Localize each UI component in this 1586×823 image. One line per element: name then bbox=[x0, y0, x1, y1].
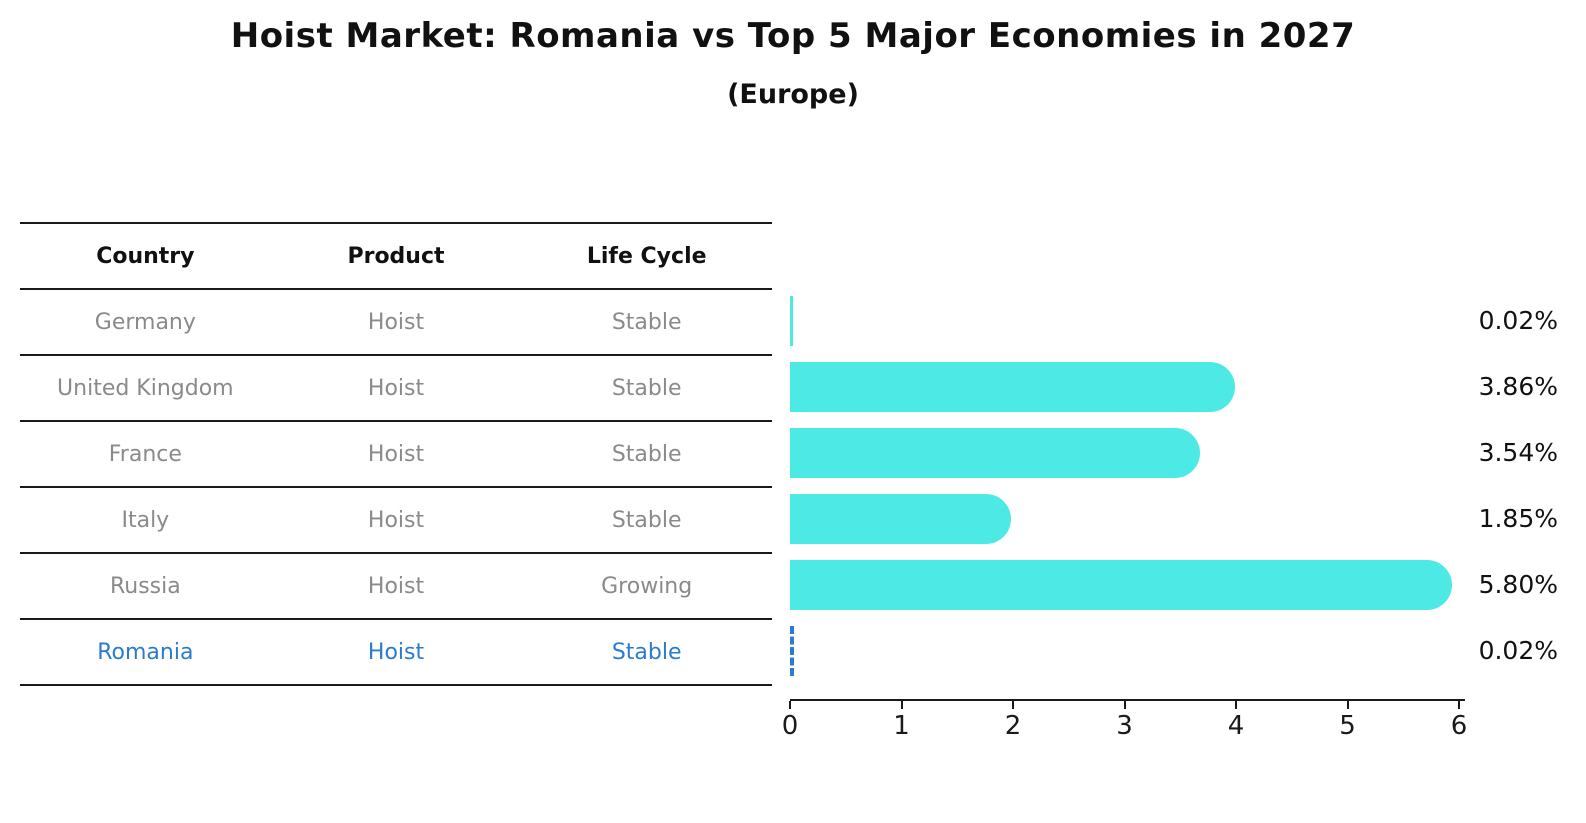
x-tick-3 bbox=[1123, 701, 1126, 709]
cell-life-cycle: Stable bbox=[611, 441, 682, 467]
cell-life-cycle: Growing bbox=[601, 573, 693, 599]
x-tick-label-6: 6 bbox=[1450, 711, 1468, 741]
bar-united-kingdom bbox=[790, 362, 1236, 412]
value-label-germany: 0.02% bbox=[1478, 306, 1558, 335]
bar-italy bbox=[790, 494, 1012, 544]
x-axis-line bbox=[790, 699, 1465, 701]
table-body: Germany Hoist Stable United Kingdom Hoist Sta… bbox=[20, 290, 772, 686]
chart-title: Hoist Market: Romania vs Top 5 Major Eco… bbox=[230, 16, 1356, 56]
x-tick-6 bbox=[1458, 701, 1460, 709]
cell-country: Russia bbox=[109, 573, 181, 599]
cell-life-cycle: Stable bbox=[611, 507, 682, 533]
table-header-row: Country Product Life Cycle bbox=[20, 224, 772, 290]
bar-plot-area bbox=[790, 288, 1466, 684]
bar-germany bbox=[790, 296, 793, 346]
cell-life-cycle: Stable bbox=[611, 309, 682, 335]
column-header-life-cycle: Life Cycle bbox=[586, 243, 707, 269]
x-tick-label-1: 1 bbox=[893, 711, 910, 741]
table-row-united-kingdom: United Kingdom Hoist Stable bbox=[20, 356, 772, 422]
x-tick-4 bbox=[1235, 701, 1237, 709]
value-label-france: 3.54% bbox=[1478, 438, 1558, 467]
bar-romania bbox=[790, 626, 795, 676]
x-tick-label-0: 0 bbox=[781, 711, 799, 741]
value-label-united-kingdom: 3.86% bbox=[1478, 372, 1558, 401]
cell-product: Hoist bbox=[367, 573, 425, 599]
cell-country: France bbox=[108, 441, 182, 467]
table-row-italy: Italy Hoist Stable bbox=[20, 488, 772, 554]
x-tick-label-2: 2 bbox=[1004, 711, 1022, 741]
x-tick-5 bbox=[1346, 701, 1349, 709]
data-table: Country Product Life Cycle Germany Hoist S… bbox=[20, 222, 772, 686]
x-tick-0 bbox=[789, 701, 791, 709]
value-label-russia: 5.80% bbox=[1478, 570, 1558, 599]
value-label-italy: 1.85% bbox=[1478, 504, 1558, 533]
x-axis: 0 1 2 3 4 5 6 bbox=[782, 699, 1490, 744]
cell-country: Germany bbox=[94, 309, 196, 335]
cell-product: Hoist bbox=[367, 507, 425, 533]
cell-product: Hoist bbox=[367, 309, 425, 335]
cell-product: Hoist bbox=[367, 375, 425, 401]
table-row-germany: Germany Hoist Stable bbox=[20, 290, 772, 356]
column-header-country: Country bbox=[96, 243, 195, 269]
cell-life-cycle: Stable bbox=[611, 375, 682, 401]
x-tick-1 bbox=[900, 701, 903, 709]
cell-country: United Kingdom bbox=[57, 375, 234, 401]
cell-country: Italy bbox=[121, 507, 170, 533]
cell-life-cycle: Stable bbox=[611, 639, 682, 665]
bar-france bbox=[790, 428, 1200, 478]
column-header-product: Product bbox=[347, 243, 445, 269]
cell-product: Hoist bbox=[367, 639, 425, 665]
table-row-russia: Russia Hoist Growing bbox=[20, 554, 772, 620]
value-label-romania: 0.02% bbox=[1478, 636, 1558, 665]
table-row-france: France Hoist Stable bbox=[20, 422, 772, 488]
cell-product: Hoist bbox=[367, 441, 425, 467]
bar-russia bbox=[790, 560, 1452, 610]
x-tick-2 bbox=[1012, 701, 1014, 709]
chart-subtitle: (Europe) bbox=[727, 79, 859, 110]
cell-country: Romania bbox=[97, 639, 194, 665]
table-row-romania: Romania Hoist Stable bbox=[20, 620, 772, 686]
x-tick-label-4: 4 bbox=[1227, 711, 1245, 741]
x-tick-label-5: 5 bbox=[1339, 711, 1356, 741]
x-tick-label-3: 3 bbox=[1116, 711, 1133, 741]
